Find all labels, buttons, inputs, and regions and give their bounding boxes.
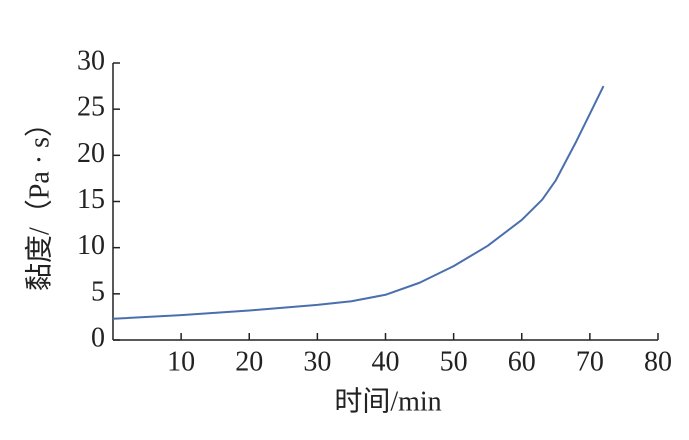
y-tick-label: 0	[91, 322, 105, 353]
y-tick-label: 20	[77, 138, 105, 169]
x-tick-label: 20	[235, 346, 263, 377]
y-axis-label: 黏度/（Pa · s）	[23, 109, 55, 291]
x-tick-label: 60	[508, 346, 536, 377]
y-tick-label: 30	[77, 45, 105, 76]
data-line	[112, 85, 605, 320]
x-tick-label: 10	[167, 346, 195, 377]
x-axis-label: 时间/min	[334, 385, 441, 417]
y-tick-label: 15	[77, 184, 105, 215]
y-tick-label: 25	[77, 92, 105, 123]
y-tick-label: 5	[91, 276, 105, 307]
x-tick-label: 70	[576, 346, 604, 377]
x-tick-label: 30	[303, 346, 331, 377]
y-tick-label: 10	[77, 230, 105, 261]
x-tick-label: 40	[372, 346, 400, 377]
x-tick-label: 80	[644, 346, 672, 377]
x-tick-label: 50	[440, 346, 468, 377]
